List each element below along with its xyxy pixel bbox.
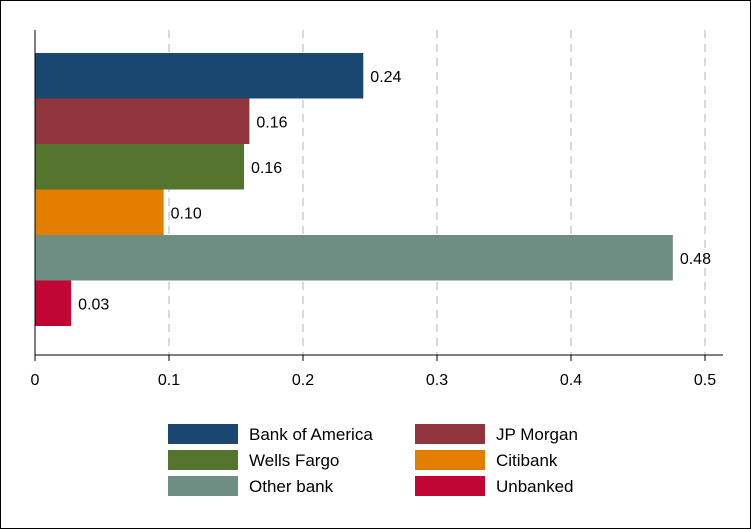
bar-value-label: 0.48 bbox=[680, 251, 711, 268]
bar-bank-of-america bbox=[35, 53, 364, 99]
legend-label: Unbanked bbox=[496, 477, 574, 496]
x-tick-label: 0.5 bbox=[694, 372, 716, 389]
legend-label: Citibank bbox=[496, 451, 558, 470]
bar-unbanked bbox=[35, 280, 72, 326]
bar-value-label: 0.03 bbox=[78, 296, 109, 313]
bar-wells-fargo bbox=[35, 144, 245, 190]
bar-value-label: 0.24 bbox=[370, 69, 401, 86]
legend-swatch bbox=[168, 450, 238, 470]
legend-swatch bbox=[415, 424, 485, 444]
legend-swatch bbox=[168, 476, 238, 496]
x-tick-label: 0.2 bbox=[292, 372, 314, 389]
bar-value-label: 0.10 bbox=[171, 205, 202, 222]
bar-value-label: 0.16 bbox=[251, 160, 282, 177]
legend-label: JP Morgan bbox=[496, 425, 578, 444]
legend-swatch bbox=[415, 450, 485, 470]
legend-label: Other bank bbox=[249, 477, 334, 496]
legend: Bank of America JP Morgan Wells Fargo Citib… bbox=[168, 424, 578, 496]
x-tick-label: 0.1 bbox=[158, 372, 180, 389]
x-tick-label: 0 bbox=[31, 372, 40, 389]
bar-value-label: 0.16 bbox=[256, 114, 287, 131]
legend-label: Wells Fargo bbox=[249, 451, 339, 470]
bar-citibank bbox=[35, 189, 164, 235]
bar-jp-morgan bbox=[35, 98, 250, 144]
legend-swatch bbox=[415, 476, 485, 496]
x-tick-label: 0.4 bbox=[560, 372, 582, 389]
gridlines bbox=[168, 30, 706, 355]
x-tick-label: 0.3 bbox=[426, 372, 448, 389]
bars: 0.24 0.16 0.16 0.10 0.48 0.03 bbox=[35, 53, 711, 326]
bar-other-bank bbox=[35, 235, 673, 281]
x-axis: 0 0.1 0.2 0.3 0.4 0.5 bbox=[31, 30, 723, 389]
legend-label: Bank of America bbox=[249, 425, 373, 444]
legend-swatch bbox=[168, 424, 238, 444]
